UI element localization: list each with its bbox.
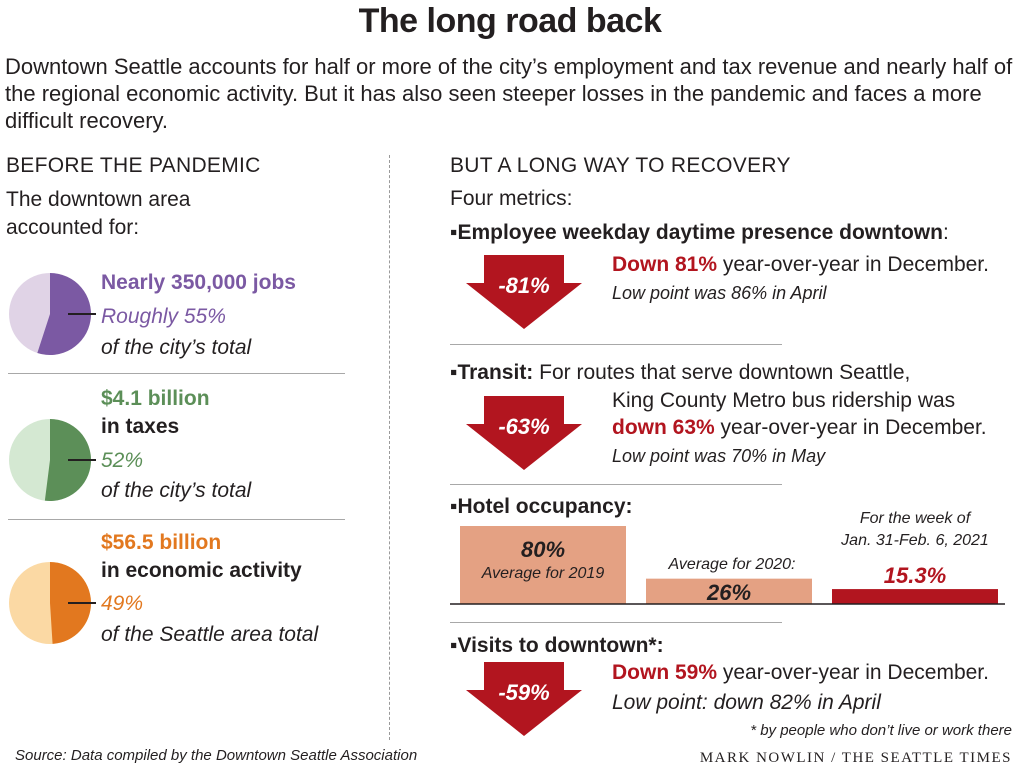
hotel-bars: [460, 526, 998, 604]
visits-low-point: Low point: down 82% in April: [612, 691, 881, 714]
right-subhead: Four metrics:: [450, 187, 573, 210]
down-arrow-icon: [466, 255, 582, 329]
transit-low-point: Low point was 70% in May: [612, 446, 826, 466]
pie-jobs-downtown-slice: [37, 273, 91, 355]
intro-text: Downtown Seattle accounts for half or mo…: [5, 54, 1013, 133]
employee-change-red: Down 81%: [612, 253, 718, 276]
bullet-square-icon: ▪: [450, 221, 458, 244]
right-heading: BUT A LONG WAY TO RECOVERY: [450, 154, 791, 177]
source-note: Source: Data compiled by the Downtown Se…: [15, 747, 418, 764]
left-subhead: The downtown area accounted for:: [6, 188, 191, 239]
visits-arrow-label: -59%: [498, 680, 550, 705]
down-arrow-icon: [466, 396, 582, 470]
hotel-2021-sub-1: For the week of: [859, 510, 971, 527]
hotel-bar-2019: [460, 526, 626, 604]
economy-headline: $56.5 billion: [101, 531, 222, 554]
transit-arrow-label: -63%: [498, 414, 550, 439]
economy-percent: 49%: [101, 592, 144, 615]
column-divider: [389, 155, 390, 740]
down-arrow-icon: [466, 662, 582, 736]
hotel-label: Hotel occupancy:: [457, 495, 633, 518]
hotel-2021-value: 15.3%: [883, 563, 947, 588]
hotel-heading: ▪Hotel occupancy:: [450, 495, 633, 519]
employee-change-line: Down 81% year-over-year in December.: [612, 253, 989, 277]
hotel-2019-sub: Average for 2019: [481, 565, 605, 582]
visits-arrow: -59%: [466, 662, 582, 736]
economy-footer: of the Seattle area total: [101, 623, 319, 646]
taxes-percent: 52%: [101, 449, 144, 472]
pie-taxes-slices: [9, 419, 91, 501]
pie-jobs-slices: [9, 273, 91, 355]
transit-heading: ▪Transit: For routes that serve downtown…: [450, 361, 910, 385]
employee-colon: :: [942, 221, 949, 244]
visits-change-rest: year-over-year in December.: [717, 661, 989, 684]
visits-label: Visits to downtown*:: [457, 634, 664, 657]
employee-low-point: Low point was 86% in April: [612, 283, 827, 303]
hotel-2020-sub: Average for 2020:: [668, 556, 796, 573]
economy-line2: in economic activity: [101, 559, 302, 582]
pie-taxes-downtown-slice: [44, 419, 91, 501]
transit-line1: For routes that serve downtown Seattle,: [533, 361, 911, 384]
hotel-2019-value: 80%: [520, 537, 566, 562]
pie-economy-slices: [9, 562, 91, 644]
transit-line2: King County Metro bus ridership was: [612, 389, 956, 412]
taxes-line2: in taxes: [101, 415, 180, 438]
transit-change-line: down 63% year-over-year in December.: [612, 416, 987, 440]
employee-change-rest: year-over-year in December.: [717, 253, 989, 276]
hotel-2021-sub-2: Jan. 31-Feb. 6, 2021: [841, 532, 989, 549]
hotel-bar-chart: [450, 526, 1005, 605]
credit-line: MARK NOWLIN / THE SEATTLE TIMES: [699, 750, 1012, 766]
hotel-bar-2020: [646, 578, 812, 604]
employee-arrow-label: -81%: [498, 273, 550, 298]
transit-arrow: -63%: [466, 396, 582, 470]
left-heading: BEFORE THE PANDEMIC: [6, 154, 261, 177]
jobs-headline: Nearly 350,000 jobs: [101, 271, 296, 294]
employee-arrow: -81%: [466, 255, 582, 329]
transit-change-red: down 63%: [612, 416, 715, 439]
bullet-square-icon: ▪: [450, 495, 458, 518]
employee-label: Employee weekday daytime presence downto…: [457, 221, 943, 244]
hotel-2020-value: 26%: [706, 580, 752, 605]
left-divider-1: [8, 373, 345, 374]
pie-economy: [9, 562, 96, 644]
taxes-headline: $4.1 billion: [101, 387, 210, 410]
bullet-square-icon: ▪: [450, 634, 458, 657]
jobs-percent: Roughly 55%: [101, 305, 226, 328]
pie-jobs: [9, 273, 96, 355]
hotel-bar-2021: [832, 589, 998, 604]
right-divider-2: [450, 484, 782, 485]
left-divider-2: [8, 519, 345, 520]
jobs-footer: of the city’s total: [101, 336, 252, 359]
visits-heading: ▪Visits to downtown*:: [450, 634, 664, 658]
page-title: The long road back: [358, 2, 662, 40]
visits-change-red: Down 59%: [612, 661, 718, 684]
employee-heading: ▪Employee weekday daytime presence downt…: [450, 221, 949, 245]
transit-change-rest: year-over-year in December.: [714, 416, 987, 439]
taxes-footer: of the city’s total: [101, 479, 252, 502]
visits-change-line: Down 59% year-over-year in December.: [612, 661, 989, 685]
visits-footnote: * by people who don’t live or work there: [750, 722, 1012, 739]
right-divider-1: [450, 344, 782, 345]
bullet-square-icon: ▪: [450, 361, 458, 384]
right-divider-3: [450, 622, 782, 623]
pie-taxes: [9, 419, 96, 501]
transit-label: Transit:: [457, 361, 534, 384]
